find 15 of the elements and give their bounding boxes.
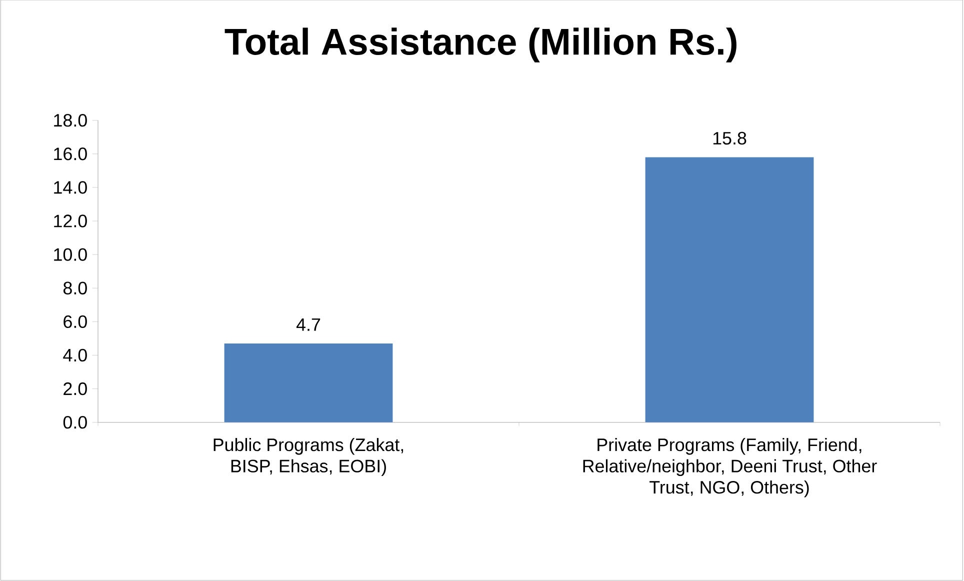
data-label: 4.7 [296, 318, 320, 331]
x-tick-label: Private Programs (Family, Friend, Relative/neighbor, Deeni Trust, Other Trust, NGO, Others) [583, 438, 877, 498]
y-tick-label: 4.0 [63, 348, 87, 362]
data-label: 15.8 [713, 132, 746, 145]
y-tick-label: 18.0 [54, 114, 87, 127]
y-tick-label: 10.0 [54, 248, 87, 261]
y-tick-label: 6.0 [64, 315, 87, 328]
y-tick-label: 8.0 [63, 282, 87, 294]
y-tick-label: 2.0 [64, 382, 87, 396]
chart-title: Total Assistance (Million Rs.) [224, 28, 736, 62]
y-tick-label: 16.0 [54, 148, 87, 160]
y-tick-label: 12.0 [54, 214, 87, 228]
y-tick-label: 0.0 [63, 416, 87, 429]
x-tick-label: Public Programs (Zakat, BISP, Ehsas, EOBI) [214, 438, 404, 476]
y-tick-label: 14.0 [54, 181, 87, 194]
